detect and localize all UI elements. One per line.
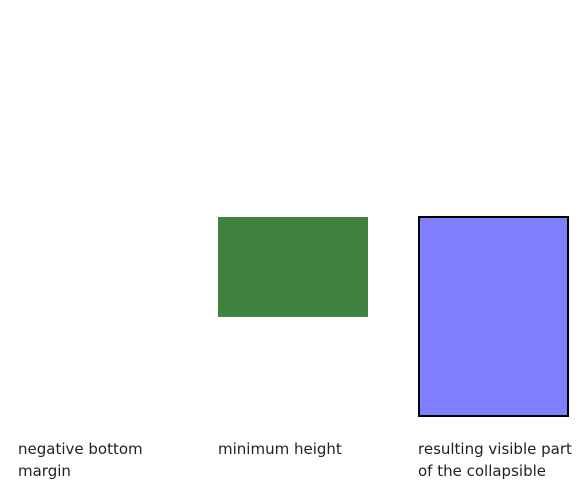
caption-visible-part: resulting visible part of the collapsibl… bbox=[418, 440, 572, 480]
caption-minimum-height: minimum height bbox=[218, 440, 342, 458]
minimum-height-box bbox=[218, 217, 368, 317]
caption-negative-bottom-margin: negative bottom margin bbox=[18, 440, 143, 480]
visible-part-box bbox=[418, 216, 569, 417]
